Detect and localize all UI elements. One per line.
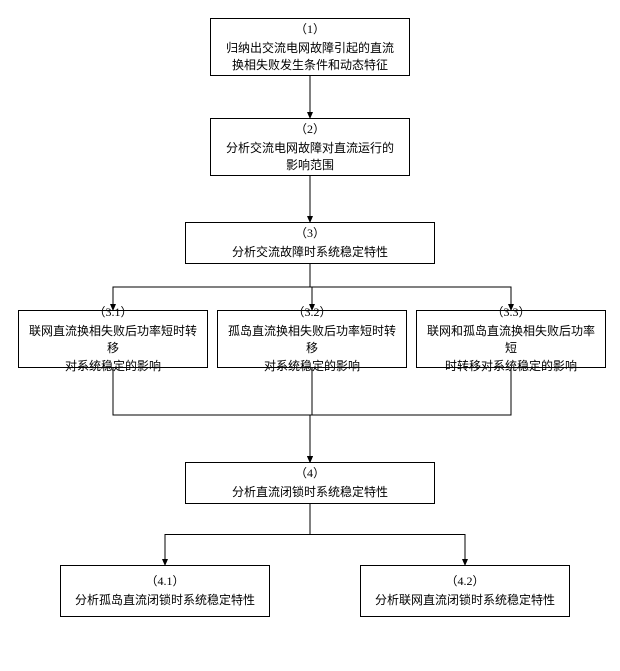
node-number: （2） <box>295 120 325 137</box>
node-text: 归纳出交流电网故障引起的直流换相失败发生条件和动态特征 <box>226 40 394 75</box>
flowchart-node-n42: （4.2） 分析联网直流闭锁时系统稳定特性 <box>360 565 570 617</box>
node-number: （3） <box>295 224 325 241</box>
node-text: 分析交流故障时系统稳定特性 <box>232 244 388 261</box>
node-text: 联网直流换相失败后功率短时转移对系统稳定的影响 <box>27 323 199 375</box>
node-number: （3.3） <box>491 303 530 320</box>
node-number: （4.2） <box>445 572 484 589</box>
flowchart-node-n32: （3.2）孤岛直流换相失败后功率短时转移对系统稳定的影响 <box>217 310 407 368</box>
node-text: 分析交流电网故障对直流运行的影响范围 <box>226 140 394 175</box>
node-number: （4.1） <box>145 572 184 589</box>
flowchart-node-n41: （4.1） 分析孤岛直流闭锁时系统稳定特性 <box>60 565 270 617</box>
node-number: （3.2） <box>292 303 331 320</box>
flowchart-node-n31: （3.1）联网直流换相失败后功率短时转移对系统稳定的影响 <box>18 310 208 368</box>
flowchart-node-n1: （1） 归纳出交流电网故障引起的直流换相失败发生条件和动态特征 <box>210 18 410 76</box>
flowchart-node-n33: （3.3）联网和孤岛直流换相失败后功率短时转移对系统稳定的影响 <box>416 310 606 368</box>
node-number: （1） <box>295 20 325 37</box>
node-text: 孤岛直流换相失败后功率短时转移对系统稳定的影响 <box>226 323 398 375</box>
node-number: （3.1） <box>93 303 132 320</box>
flowchart-node-n3: （3） 分析交流故障时系统稳定特性 <box>185 222 435 264</box>
node-text: 分析直流闭锁时系统稳定特性 <box>232 484 388 501</box>
node-text: 联网和孤岛直流换相失败后功率短时转移对系统稳定的影响 <box>425 323 597 375</box>
flowchart-node-n4: （4） 分析直流闭锁时系统稳定特性 <box>185 462 435 504</box>
node-number: （4） <box>295 464 325 481</box>
node-text: 分析联网直流闭锁时系统稳定特性 <box>375 592 555 609</box>
flowchart-node-n2: （2） 分析交流电网故障对直流运行的影响范围 <box>210 118 410 176</box>
node-text: 分析孤岛直流闭锁时系统稳定特性 <box>75 592 255 609</box>
